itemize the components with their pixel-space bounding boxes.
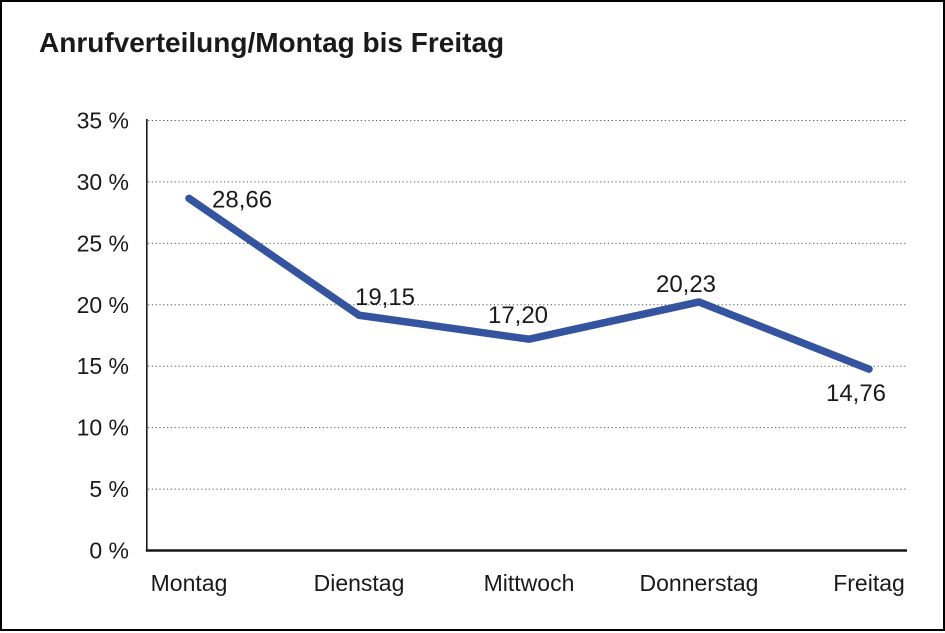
data-label: 28,66 <box>212 186 272 213</box>
data-label: 19,15 <box>355 284 415 311</box>
data-label: 14,76 <box>826 380 886 407</box>
y-tick-label: 30 % <box>77 169 129 195</box>
y-tick-label: 15 % <box>77 353 129 379</box>
y-tick-label: 0 % <box>89 538 129 564</box>
chart-title: Anrufverteilung/Montag bis Freitag <box>39 27 505 58</box>
series-line <box>185 194 873 373</box>
x-tick-label: Mittwoch <box>484 570 575 596</box>
y-tick-label: 25 % <box>77 230 129 256</box>
data-label: 20,23 <box>656 271 716 298</box>
y-tick-label: 5 % <box>89 476 129 502</box>
x-tick-label: Dienstag <box>314 570 405 596</box>
x-tick-label: Montag <box>151 570 228 596</box>
y-tick-label: 35 % <box>77 108 129 134</box>
y-tick-label: 10 % <box>77 415 129 441</box>
y-tick-label: 20 % <box>77 292 129 318</box>
data-label: 17,20 <box>488 302 548 329</box>
x-tick-label: Donnerstag <box>640 570 759 596</box>
x-tick-label: Freitag <box>833 570 905 596</box>
